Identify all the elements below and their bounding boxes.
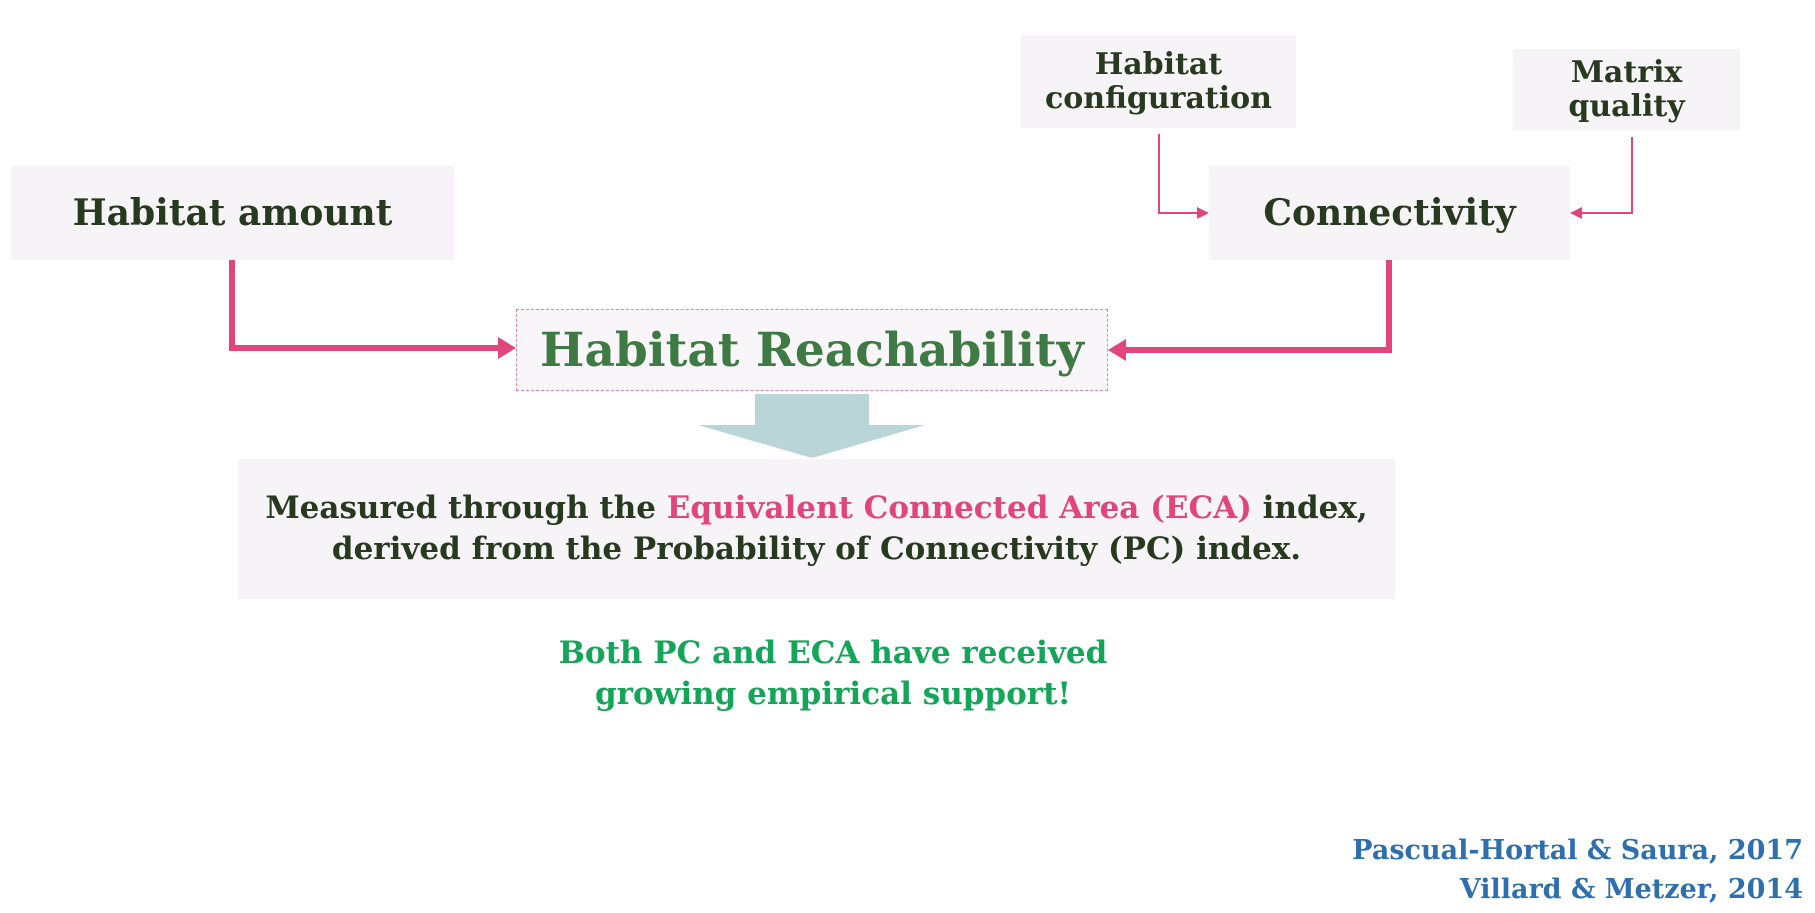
arrow-configuration-head [1197,207,1209,219]
support-line-1: Both PC and ECA have received [558,635,1108,671]
node-habitat-amount-label: Habitat amount [72,192,393,234]
node-connectivity: Connectivity [1209,166,1570,260]
support-line-2: growing empirical support! [594,676,1072,712]
arrow-configuration-to-connectivity [1158,134,1198,214]
measure-line-1: Measured through the Equivalent Connecte… [265,488,1367,529]
arrow-connectivity-head [1108,339,1126,361]
measure-line-1-prefix: Measured through the [265,490,667,526]
measure-line-1-suffix: index, [1251,490,1368,526]
reference-1: Pascual-Hortal & Saura, 2017 [1352,835,1803,866]
measure-box: Measured through the Equivalent Connecte… [238,459,1395,599]
node-habitat-reachability: Habitat Reachability [516,309,1108,391]
node-matrix-quality: Matrix quality [1513,49,1740,130]
node-habitat-configuration: Habitat configuration [1021,35,1296,128]
node-habitat-reachability-label: Habitat Reachability [540,322,1084,378]
arrow-amount-to-reachability [229,260,500,351]
node-habitat-configuration-label: Habitat configuration [1044,46,1272,116]
down-arrow [698,394,925,458]
measure-highlight: Equivalent Connected Area (ECA) [666,490,1252,526]
references: Pascual-Hortal & Saura, 2017 Villard & M… [1352,831,1803,909]
node-connectivity-label: Connectivity [1263,192,1516,234]
node-matrix-quality-label: Matrix quality [1568,54,1685,124]
measure-line-2: derived from the Probability of Connecti… [331,531,1302,567]
arrow-matrix-head [1570,207,1582,219]
reference-2: Villard & Metzer, 2014 [1459,874,1803,905]
node-habitat-amount: Habitat amount [11,166,454,260]
arrow-amount-head [498,337,516,359]
support-note: Both PC and ECA have received growing em… [460,633,1206,715]
arrow-matrix-to-connectivity [1582,137,1633,214]
arrow-connectivity-to-reachability [1124,260,1392,353]
